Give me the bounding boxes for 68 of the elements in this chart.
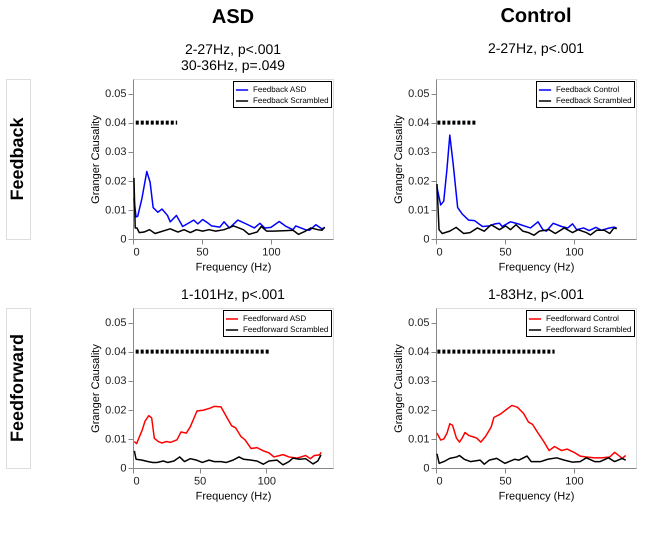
y-tick-label: 0.02	[105, 175, 126, 188]
x-tick-label: 50	[194, 476, 206, 488]
y-tick-label: 0.02	[105, 404, 126, 416]
text: Feedback	[7, 116, 27, 201]
y-tick-label: 0.04	[105, 117, 126, 130]
legend-label: Feedback Scrambled	[253, 96, 329, 105]
y-tick-label: 0.01	[408, 204, 430, 216]
y-tick-label: 0.01	[105, 433, 126, 446]
x-tick-label: 50	[499, 246, 512, 258]
legend-label: Feedforward Scrambled	[243, 325, 328, 334]
chart-title: ASD	[212, 6, 254, 28]
y-axis-title: Granger Causality	[90, 344, 102, 433]
y-tick-label: 0.05	[408, 88, 430, 100]
y-axis-title: Granger Causality	[393, 114, 406, 204]
y-tick-label: 0.05	[105, 88, 126, 100]
line-series	[134, 450, 322, 466]
y-tick-label: 0.03	[408, 375, 430, 388]
x-tick-label: 100	[565, 476, 584, 488]
line-series	[436, 404, 626, 460]
x-tick-label: 0	[134, 246, 140, 258]
legend-label: Feedforward ASD	[243, 314, 306, 323]
chart-title: Control	[500, 5, 572, 27]
y-tick-label: 0.03	[408, 146, 430, 158]
x-tick-label: 100	[565, 246, 584, 258]
y-tick-label: 0	[120, 462, 126, 474]
y-tick-label: 0.01	[105, 204, 126, 216]
x-axis-title: Frequency (Hz)	[196, 490, 272, 502]
legend-label: Feedback ASD	[253, 85, 307, 94]
y-axis-title: Granger Causality	[393, 344, 406, 433]
line-series	[133, 170, 326, 232]
legend-label: Feedback Control	[556, 85, 620, 94]
x-tick-label: 100	[262, 246, 281, 258]
y-tick-label: 0.04	[105, 346, 126, 358]
chart-title: 1-83Hz, p<.001	[488, 286, 584, 302]
x-tick-label: 0	[436, 476, 443, 488]
chart-title: 1-101Hz, p<.001	[181, 286, 286, 302]
y-tick-label: 0.04	[408, 117, 430, 130]
x-axis-title: Frequency (Hz)	[498, 490, 574, 502]
y-axis-title: Granger Causality	[90, 114, 102, 204]
x-tick-label: 50	[499, 476, 512, 488]
x-axis-title: Frequency (Hz)	[196, 262, 272, 274]
y-tick-label: 0.04	[408, 346, 430, 358]
line-series	[436, 134, 618, 232]
legend-label: Feedback Scrambled	[556, 96, 632, 105]
legend-label: Feedforward Scrambled	[546, 325, 632, 334]
x-tick-label: 0	[134, 476, 140, 488]
x-tick-label: 50	[196, 246, 209, 258]
line-series	[134, 406, 322, 460]
y-tick-label: 0.01	[408, 433, 430, 446]
chart-subtitle: 2-27Hz, p<.001	[488, 40, 584, 56]
chart-subtitle: 2-27Hz, p<.001 30-36Hz, p=.049	[181, 41, 286, 73]
y-tick-label: 0	[423, 462, 430, 474]
y-tick-label: 0.02	[408, 404, 430, 416]
text: Feedforward	[7, 334, 27, 442]
y-tick-label: 0.05	[105, 317, 126, 330]
y-tick-label: 0	[120, 234, 126, 246]
line-series	[436, 452, 626, 465]
y-tick-label: 0.03	[105, 375, 126, 388]
y-tick-label: 0.05	[408, 317, 430, 330]
x-tick-label: 0	[436, 246, 443, 258]
y-tick-label: 0	[423, 234, 430, 246]
line-series	[133, 177, 326, 236]
line-series	[436, 183, 618, 236]
x-axis-title: Frequency (Hz)	[498, 262, 574, 274]
y-tick-label: 0.03	[105, 146, 126, 158]
x-tick-label: 100	[258, 476, 276, 488]
legend-label: Feedforward Control	[546, 314, 620, 323]
y-tick-label: 0.02	[408, 175, 430, 188]
